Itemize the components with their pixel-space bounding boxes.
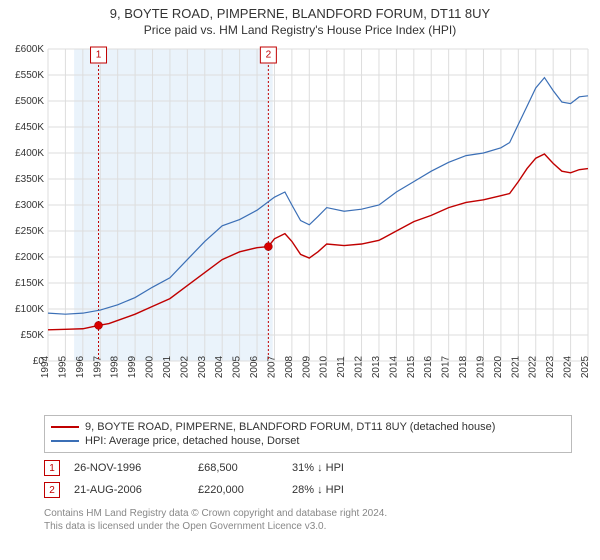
svg-text:2004: 2004: [214, 355, 225, 378]
svg-text:2025: 2025: [580, 355, 591, 378]
sale-diff-1: 31% ↓ HPI: [292, 462, 372, 474]
sale-marker-1: 1: [44, 460, 60, 476]
svg-text:2006: 2006: [249, 355, 260, 378]
svg-text:2009: 2009: [301, 355, 312, 378]
svg-text:£500K: £500K: [15, 96, 44, 107]
svg-text:£400K: £400K: [15, 148, 44, 159]
footer: Contains HM Land Registry data © Crown c…: [44, 507, 572, 533]
sale-price-2: £220,000: [198, 484, 278, 496]
sale-row-1: 1 26-NOV-1996 £68,500 31% ↓ HPI: [44, 457, 572, 479]
svg-text:2022: 2022: [528, 355, 539, 378]
sales-table: 1 26-NOV-1996 £68,500 31% ↓ HPI 2 21-AUG…: [44, 457, 572, 501]
svg-text:2000: 2000: [145, 355, 156, 378]
svg-text:2008: 2008: [284, 355, 295, 378]
sale-diff-2: 28% ↓ HPI: [292, 484, 372, 496]
chart-svg: £0£50K£100K£150K£200K£250K£300K£350K£400…: [0, 39, 600, 409]
svg-text:£150K: £150K: [15, 278, 44, 289]
sale-date-1: 26-NOV-1996: [74, 462, 184, 474]
svg-text:2020: 2020: [493, 355, 504, 378]
svg-text:£250K: £250K: [15, 226, 44, 237]
svg-text:£300K: £300K: [15, 200, 44, 211]
svg-text:£50K: £50K: [21, 330, 45, 341]
svg-text:1994: 1994: [40, 355, 51, 378]
svg-text:2017: 2017: [441, 355, 452, 378]
svg-text:2002: 2002: [179, 355, 190, 378]
legend-swatch-hpi: [51, 440, 79, 442]
svg-text:2016: 2016: [423, 355, 434, 378]
svg-text:2018: 2018: [458, 355, 469, 378]
svg-text:2010: 2010: [319, 355, 330, 378]
title-line-2: Price paid vs. HM Land Registry's House …: [0, 23, 600, 37]
svg-text:1995: 1995: [57, 355, 68, 378]
svg-text:£450K: £450K: [15, 122, 44, 133]
legend-item-hpi: HPI: Average price, detached house, Dors…: [51, 434, 565, 448]
svg-text:2019: 2019: [475, 355, 486, 378]
svg-text:2024: 2024: [563, 355, 574, 378]
svg-text:2005: 2005: [232, 355, 243, 378]
sale-row-2: 2 21-AUG-2006 £220,000 28% ↓ HPI: [44, 479, 572, 501]
svg-text:2023: 2023: [545, 355, 556, 378]
svg-text:2015: 2015: [406, 355, 417, 378]
sale-marker-2: 2: [44, 482, 60, 498]
svg-text:£200K: £200K: [15, 252, 44, 263]
svg-text:2003: 2003: [197, 355, 208, 378]
legend-item-property: 9, BOYTE ROAD, PIMPERNE, BLANDFORD FORUM…: [51, 420, 565, 434]
legend-swatch-property: [51, 426, 79, 428]
footer-line-2: This data is licensed under the Open Gov…: [44, 520, 572, 533]
svg-text:2012: 2012: [354, 355, 365, 378]
chart-area: £0£50K£100K£150K£200K£250K£300K£350K£400…: [0, 39, 600, 409]
svg-text:1999: 1999: [127, 355, 138, 378]
legend-label-property: 9, BOYTE ROAD, PIMPERNE, BLANDFORD FORUM…: [85, 421, 495, 433]
svg-text:2: 2: [266, 50, 272, 61]
svg-text:2001: 2001: [162, 355, 173, 378]
svg-text:1996: 1996: [75, 355, 86, 378]
svg-text:2021: 2021: [510, 355, 521, 378]
sale-date-2: 21-AUG-2006: [74, 484, 184, 496]
svg-text:1998: 1998: [110, 355, 121, 378]
svg-text:£600K: £600K: [15, 44, 44, 55]
chart-title: 9, BOYTE ROAD, PIMPERNE, BLANDFORD FORUM…: [0, 0, 600, 39]
svg-text:2014: 2014: [388, 355, 399, 378]
svg-text:£350K: £350K: [15, 174, 44, 185]
svg-text:£550K: £550K: [15, 70, 44, 81]
svg-text:1997: 1997: [92, 355, 103, 378]
svg-text:£100K: £100K: [15, 304, 44, 315]
svg-text:1: 1: [96, 50, 102, 61]
footer-line-1: Contains HM Land Registry data © Crown c…: [44, 507, 572, 520]
svg-text:2013: 2013: [371, 355, 382, 378]
legend-label-hpi: HPI: Average price, detached house, Dors…: [85, 435, 299, 447]
legend: 9, BOYTE ROAD, PIMPERNE, BLANDFORD FORUM…: [44, 415, 572, 453]
title-line-1: 9, BOYTE ROAD, PIMPERNE, BLANDFORD FORUM…: [0, 6, 600, 21]
sale-price-1: £68,500: [198, 462, 278, 474]
svg-text:2011: 2011: [336, 356, 347, 378]
